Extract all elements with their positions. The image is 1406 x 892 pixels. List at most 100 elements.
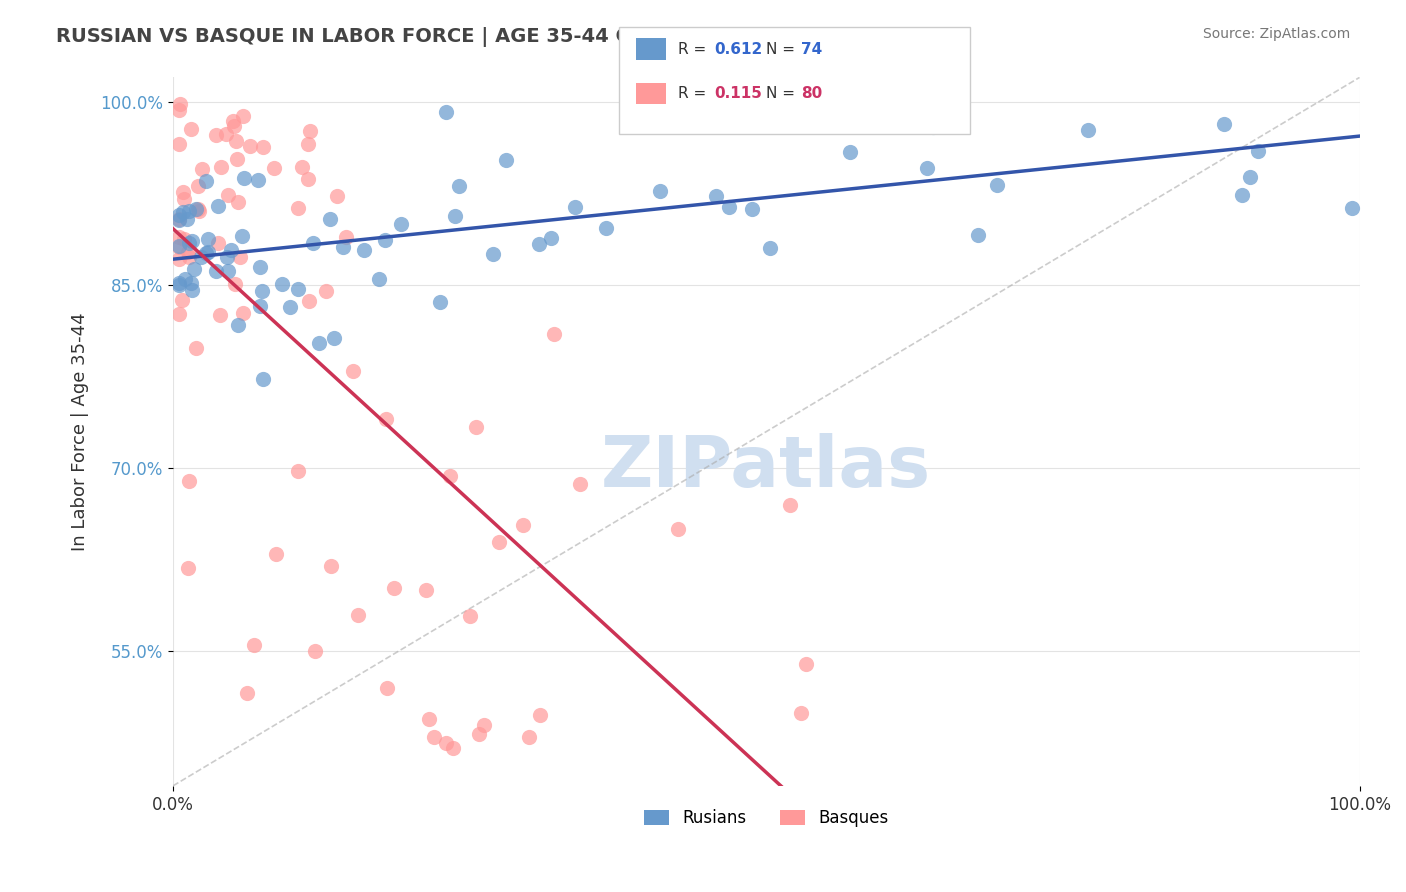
Point <box>444 209 467 223</box>
Point <box>727 103 749 118</box>
Point <box>1239 170 1261 185</box>
Point <box>706 189 728 203</box>
Point <box>434 736 457 750</box>
Point <box>180 121 202 136</box>
Point <box>796 657 818 671</box>
Point <box>207 235 229 250</box>
Text: R =: R = <box>678 42 711 56</box>
Point <box>441 740 464 755</box>
Point <box>167 230 190 244</box>
Point <box>217 187 239 202</box>
Point <box>278 300 301 314</box>
Point <box>779 498 801 512</box>
Point <box>418 712 440 726</box>
Text: ZIPatlas: ZIPatlas <box>602 433 931 501</box>
Point <box>319 558 342 573</box>
Point <box>368 271 391 285</box>
Point <box>173 232 195 246</box>
Point <box>271 277 294 291</box>
Point <box>297 136 319 151</box>
Point <box>1230 188 1253 202</box>
Point <box>467 726 489 740</box>
Point <box>252 372 274 386</box>
Point <box>540 231 562 245</box>
Point <box>180 277 202 291</box>
Point <box>967 227 990 242</box>
Point <box>186 341 208 355</box>
Point <box>495 153 517 168</box>
Point <box>564 200 586 214</box>
Point <box>167 307 190 321</box>
Point <box>187 204 209 219</box>
Point <box>353 243 375 257</box>
Text: 80: 80 <box>801 87 823 101</box>
Point <box>179 235 201 250</box>
Point <box>986 178 1008 193</box>
Point <box>666 522 689 536</box>
Point <box>758 241 780 255</box>
Point <box>922 120 945 134</box>
Point <box>197 232 219 246</box>
Point <box>326 189 349 203</box>
Point <box>226 152 249 166</box>
Point <box>167 136 190 151</box>
Point <box>458 608 481 623</box>
Text: RUSSIAN VS BASQUE IN LABOR FORCE | AGE 35-44 CORRELATION CHART: RUSSIAN VS BASQUE IN LABOR FORCE | AGE 3… <box>56 27 849 46</box>
Point <box>197 245 219 260</box>
Point <box>302 236 325 251</box>
Point <box>915 161 938 176</box>
Point <box>217 264 239 278</box>
Text: N =: N = <box>766 87 800 101</box>
Point <box>342 364 364 378</box>
Point <box>375 681 398 695</box>
Point <box>191 161 214 176</box>
Point <box>179 250 201 264</box>
Point <box>229 250 252 264</box>
Point <box>172 205 194 219</box>
Point <box>226 195 249 210</box>
Point <box>1077 122 1099 136</box>
Point <box>167 103 190 117</box>
Point <box>527 236 550 251</box>
Point <box>187 202 209 217</box>
Point <box>263 161 285 176</box>
Point <box>236 686 259 700</box>
Point <box>172 185 194 199</box>
Point <box>231 229 253 244</box>
Point <box>332 240 354 254</box>
Point <box>382 581 405 595</box>
Point <box>221 114 243 128</box>
Point <box>167 278 190 293</box>
Point <box>304 644 326 658</box>
Point <box>389 218 412 232</box>
Point <box>224 277 246 292</box>
Point <box>250 284 273 298</box>
Point <box>415 583 437 598</box>
Point <box>209 161 232 175</box>
Point <box>482 246 505 260</box>
Point <box>465 419 488 434</box>
Point <box>568 477 591 491</box>
Point <box>439 468 461 483</box>
Point <box>319 212 342 227</box>
Point <box>298 124 321 138</box>
Point <box>209 308 232 322</box>
Point <box>529 708 551 723</box>
Point <box>177 561 200 575</box>
Point <box>374 412 396 426</box>
Text: 0.612: 0.612 <box>714 42 762 56</box>
Point <box>194 174 217 188</box>
Point <box>287 201 309 215</box>
Point <box>447 178 470 193</box>
Point <box>249 299 271 313</box>
Point <box>177 245 200 260</box>
Point <box>243 639 266 653</box>
Point <box>167 252 190 266</box>
Point <box>194 246 217 260</box>
Point <box>184 202 207 217</box>
Point <box>187 179 209 194</box>
Point <box>232 171 254 186</box>
Point <box>181 234 204 248</box>
Point <box>167 240 190 254</box>
Point <box>315 284 337 298</box>
